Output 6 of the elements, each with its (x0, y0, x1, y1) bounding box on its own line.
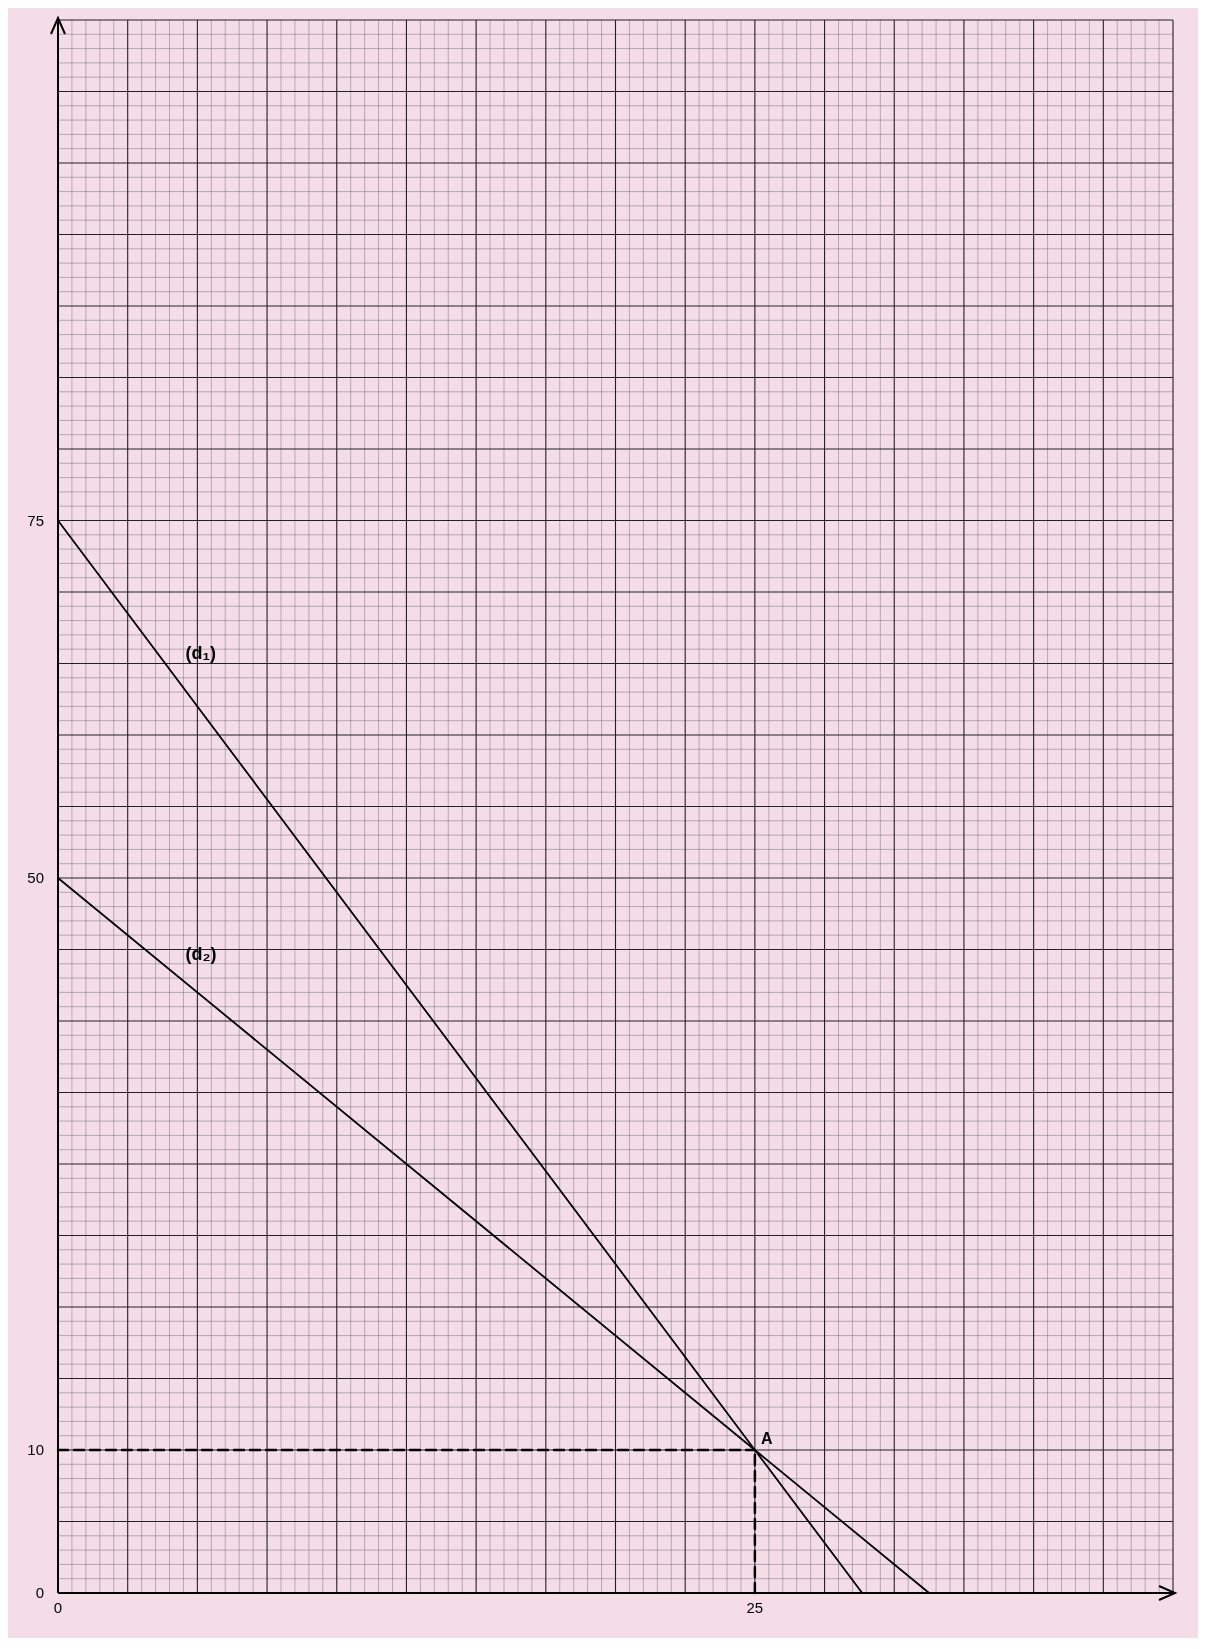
y-tick-label: 75 (27, 511, 44, 529)
annotation: A (760, 1430, 773, 1447)
y-tick-label: 0 (35, 1584, 44, 1602)
y-tick-label: 10 (27, 1441, 44, 1459)
y-tick-label: 50 (27, 869, 44, 887)
x-tick-label: 25 (746, 1599, 764, 1616)
